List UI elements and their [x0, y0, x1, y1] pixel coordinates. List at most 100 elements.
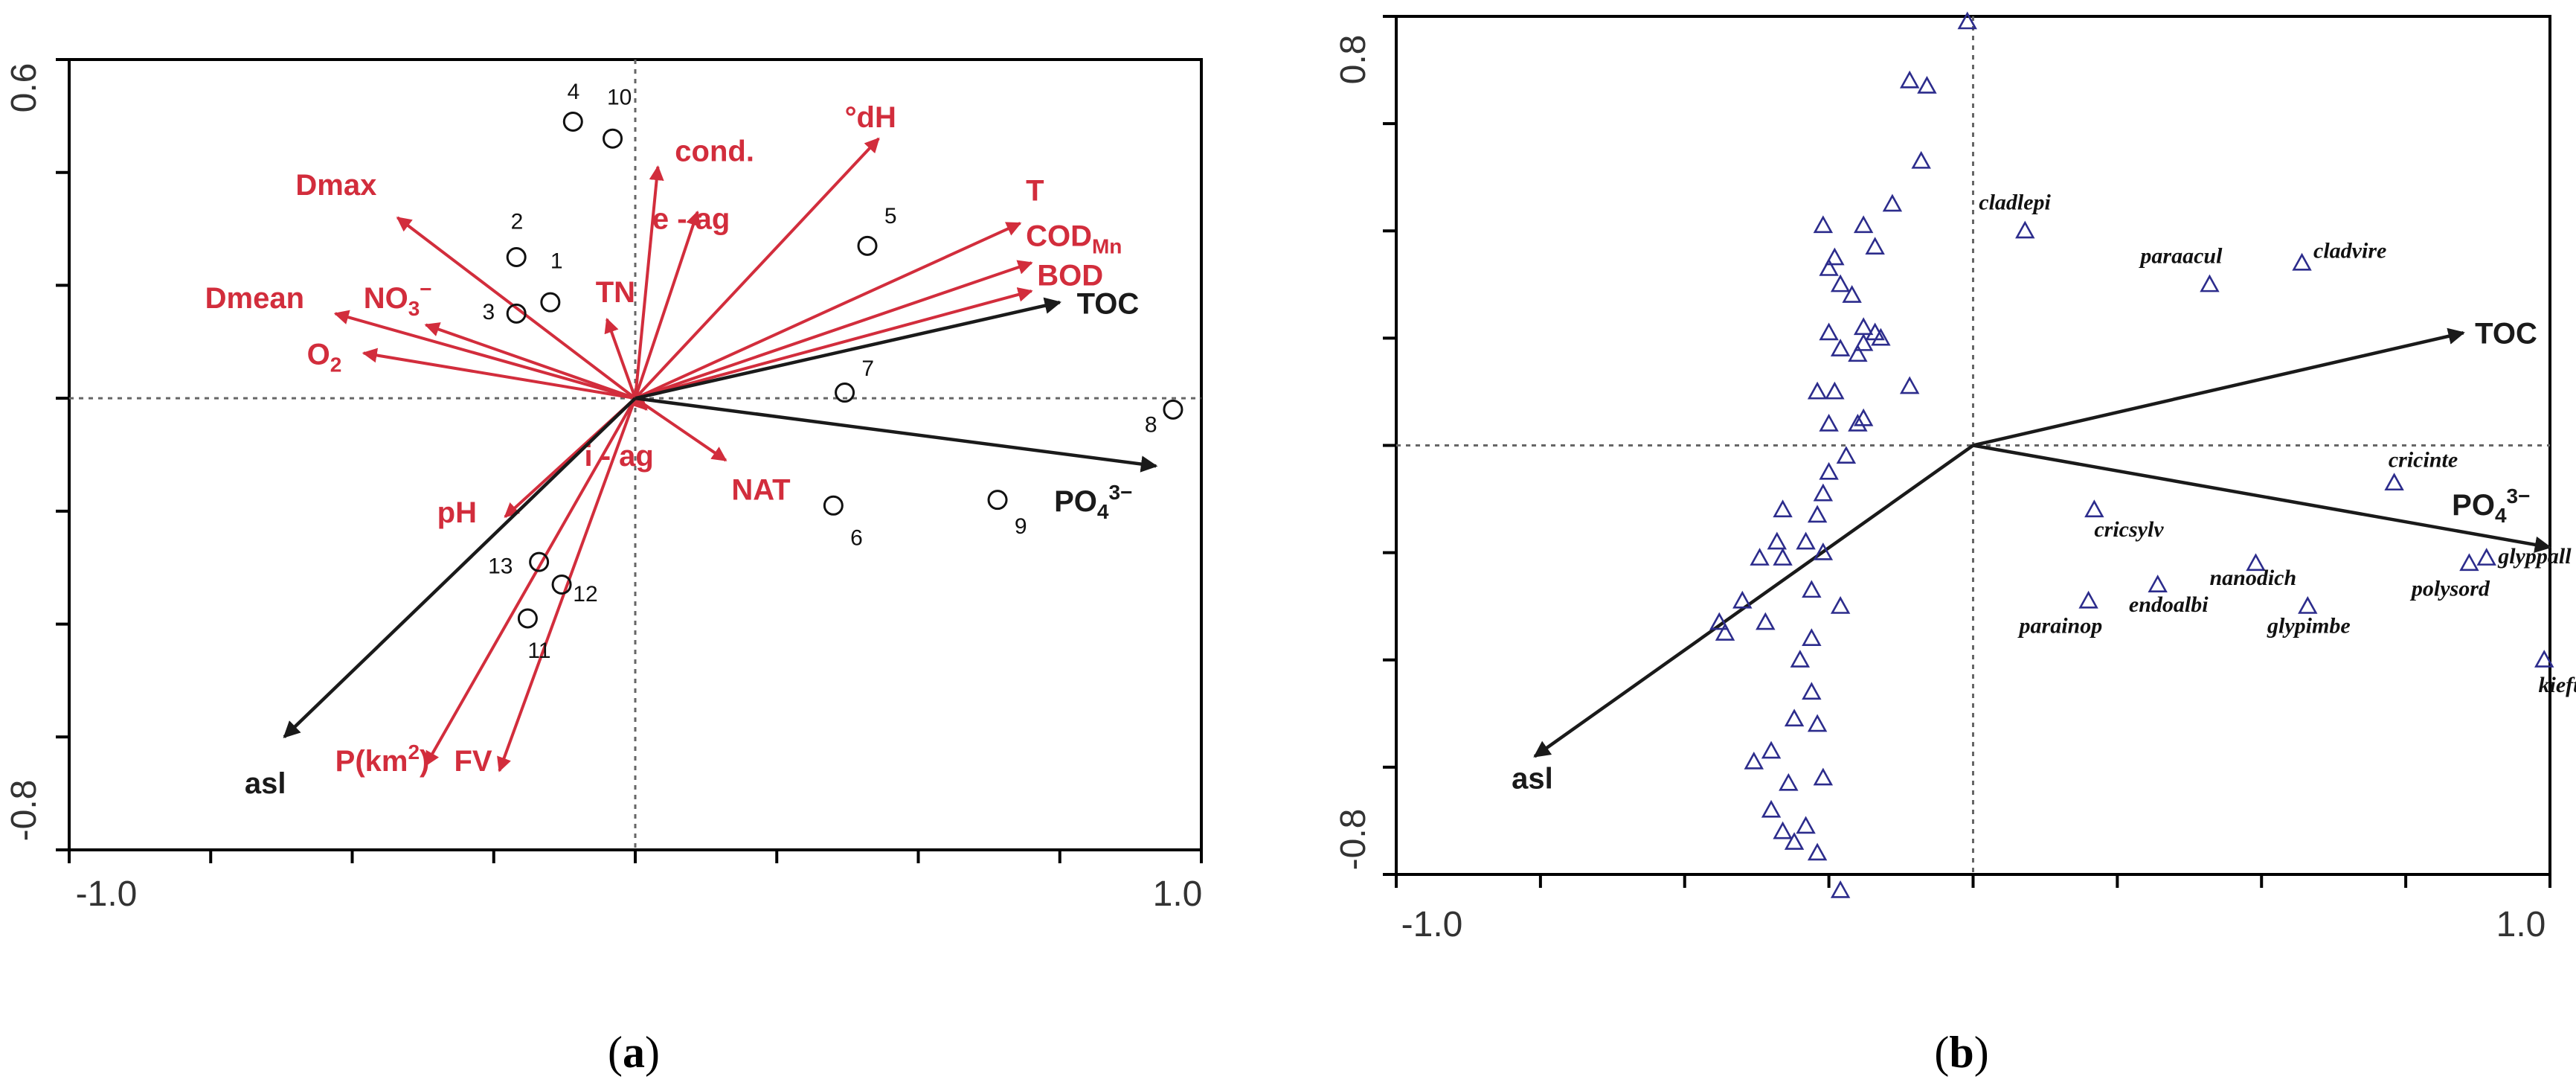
- panel-b-caption-open: (: [1934, 1028, 1949, 1077]
- env-arrow-label-codmn-subscript: Mn: [1092, 234, 1122, 257]
- species-label-endoalbi: endoalbi: [2129, 592, 2209, 617]
- site-label-6: 6: [850, 525, 863, 550]
- env-arrow-label-p-km2-: P(km2): [335, 740, 430, 778]
- key-arrow-label-asl-text: asl: [245, 767, 286, 800]
- site-label-4: 4: [568, 80, 580, 104]
- site-marker-12: [551, 574, 572, 595]
- species-marker-nanodich: [2246, 553, 2266, 572]
- panel-a-x-tick-min: -1.0: [76, 874, 138, 914]
- key-arrow-label-po4-superscript: 3−: [1109, 481, 1133, 504]
- b-key-arrow-label-asl-text: asl: [1512, 763, 1553, 796]
- species-point-29: [1773, 499, 1793, 518]
- species-label-cladlepi: cladlepi: [1979, 190, 2051, 214]
- species-point-7: [1865, 237, 1885, 255]
- species-point-1: [1957, 11, 1977, 30]
- env-arrow-label-p-km2--superscript: 2: [408, 740, 420, 764]
- species-point-21: [1825, 381, 1845, 400]
- b-key-arrow-toc: [1972, 327, 2465, 447]
- env-arrow-label-o2-subscript: 2: [330, 353, 342, 377]
- panel-a-caption: (a): [608, 1028, 660, 1077]
- site-marker-7: [835, 383, 855, 403]
- env-arrow-label-dmax: Dmax: [295, 169, 376, 202]
- panel-b-biplot: 0.8 -0.8 -1.0 1.0 TOC PO43− asl cladlepi pa…: [1334, 11, 2576, 1077]
- species-point-41: [1830, 596, 1851, 614]
- species-point-45: [1784, 708, 1805, 727]
- species-point-10: [1819, 258, 1839, 276]
- env-arrow-label-tn-text: TN: [596, 276, 635, 309]
- svg-text:(a): (a): [608, 1028, 660, 1077]
- species-point-42: [1802, 628, 1822, 647]
- species-marker-endoalbi: [2148, 575, 2168, 592]
- site-marker-13: [529, 551, 550, 572]
- species-point-12: [1842, 285, 1862, 303]
- panel-a-caption-letter: a: [623, 1028, 645, 1077]
- species-point-17: [1830, 339, 1851, 356]
- species-point-3: [1917, 76, 1937, 94]
- panel-b-x-tick-min: -1.0: [1401, 905, 1463, 944]
- env-arrow-no3: [424, 322, 636, 400]
- species-marker-kieftend: [2534, 650, 2554, 668]
- species-label-cricsylv: cricsylv: [2094, 517, 2164, 542]
- panel-b-caption-close: ): [1974, 1028, 1989, 1077]
- env-arrow-tn: [604, 318, 637, 399]
- env-arrow-fv: [497, 397, 637, 772]
- species-label-parainop: parainop: [2017, 614, 2103, 639]
- site-marker-5: [857, 235, 878, 256]
- species-point-37: [1709, 612, 1729, 630]
- b-key-arrow-po4: [1973, 444, 2552, 553]
- env-arrow-label-t-text: T: [1026, 175, 1044, 208]
- species-point-24: [1848, 413, 1868, 432]
- env-arrow-label-no3-text: NO: [364, 282, 408, 315]
- species-point-18: [1848, 344, 1868, 362]
- species-marker-polysord: [2459, 553, 2479, 572]
- site-marker-3: [506, 303, 527, 324]
- panel-b-x-tick-max: 1.0: [2496, 905, 2546, 944]
- env-arrow-label-no3: NO3−: [364, 278, 432, 320]
- env-arrow-label-bod: BOD: [1037, 259, 1103, 292]
- env-arrow-bod: [635, 287, 1033, 400]
- species-point-55: [1744, 751, 1764, 770]
- site-label-7: 7: [861, 356, 874, 381]
- env-arrow-label-fv-text: FV: [454, 745, 492, 778]
- env-arrow-label-nat: NAT: [731, 474, 790, 507]
- species-point-31: [1767, 531, 1788, 550]
- species-point-14: [1853, 317, 1874, 336]
- b-key-arrow-label-po4-text: PO: [2452, 489, 2495, 522]
- species-point-6: [1853, 215, 1874, 234]
- env-arrow-p-km2-: [424, 397, 637, 767]
- env-arrow-nat: [634, 397, 727, 462]
- species-point-5: [1882, 193, 1903, 212]
- key-arrow-label-po4-text: PO: [1054, 485, 1097, 518]
- species-point-32: [1750, 548, 1770, 566]
- svg-text:(b): (b): [1934, 1028, 1988, 1077]
- env-arrow-label-nat-text: NAT: [731, 474, 790, 507]
- panel-a-y-tick-max: 0.6: [4, 63, 44, 113]
- env-arrow-o2: [362, 348, 636, 400]
- env-arrow-label-o2-text: O: [307, 339, 330, 371]
- site-label-5: 5: [884, 204, 897, 228]
- species-label-paraacul: paraacul: [2138, 243, 2223, 268]
- species-point-40: [1802, 580, 1822, 598]
- panel-b-key-arrows: TOC PO43− asl: [1512, 318, 2552, 796]
- species-marker-parainop: [2078, 590, 2098, 609]
- key-arrow-po4: [635, 396, 1158, 473]
- env-arrow-label-cond-: cond.: [675, 135, 754, 168]
- env-arrow-label-dmean-text: Dmean: [205, 282, 304, 315]
- env-arrow-label-ph: pH: [437, 496, 477, 529]
- species-point-54: [1830, 880, 1851, 898]
- species-point-4: [1911, 150, 1931, 169]
- species-point-56: [1813, 767, 1834, 786]
- env-arrow-label-t: T: [1026, 175, 1044, 208]
- env-arrow-label-dh-text: °dH: [845, 101, 896, 134]
- species-point-13: [1819, 322, 1839, 341]
- site-marker-10: [603, 128, 623, 149]
- species-point-20: [1899, 376, 1920, 394]
- species-point-43: [1790, 650, 1811, 668]
- species-label-glypimbe: glypimbe: [2267, 614, 2351, 639]
- species-point-2: [1899, 70, 1920, 89]
- species-marker-cladlepi: [2015, 220, 2035, 239]
- species-point-48: [1779, 772, 1799, 791]
- site-label-9: 9: [1015, 514, 1027, 539]
